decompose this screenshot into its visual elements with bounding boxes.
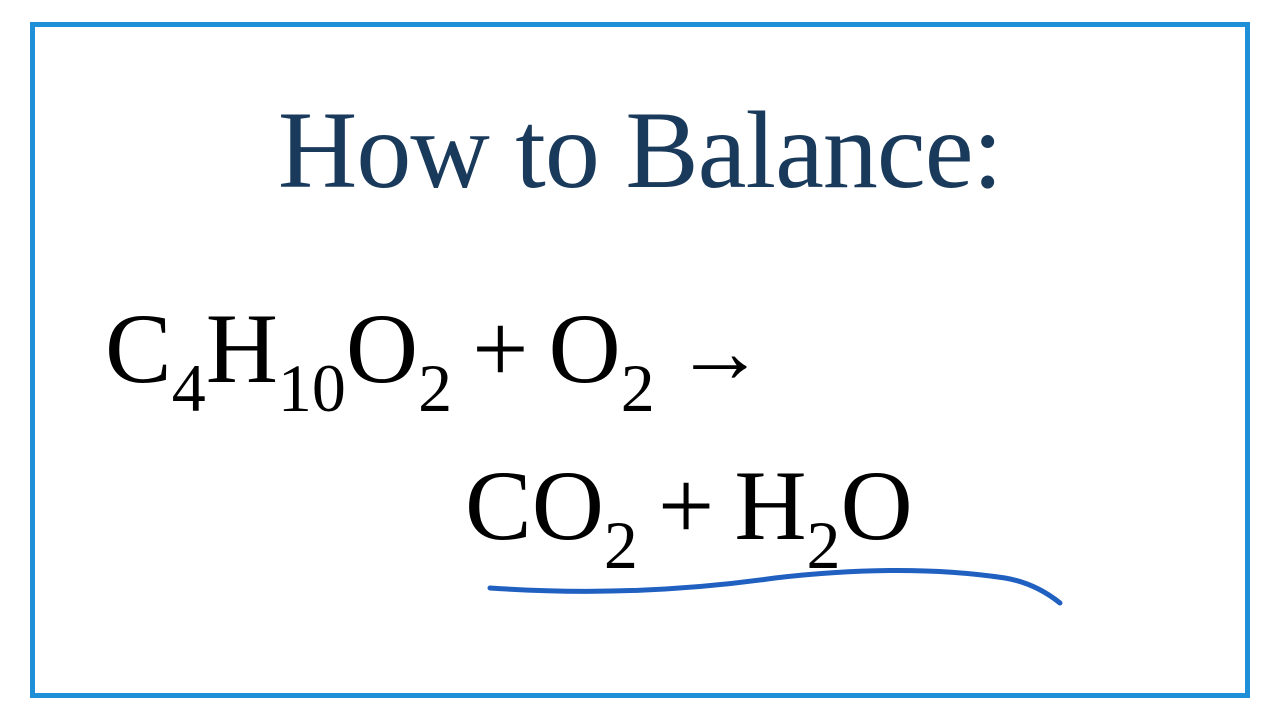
reactant-2: O2 [549, 293, 655, 404]
product-2: H2O [734, 450, 912, 561]
reaction-arrow: → [675, 303, 765, 402]
plus-operator: + [472, 293, 528, 404]
reactant-1: C4H10O2 [105, 293, 452, 404]
product-1: CO2 [465, 450, 638, 561]
chemical-equation: C4H10O2+O2→ CO2+H2O [85, 274, 1195, 588]
page-title: How to Balance: [85, 87, 1195, 214]
equation-reactants-line: C4H10O2+O2→ [105, 274, 1195, 431]
plus-operator: + [658, 450, 714, 561]
content-frame: How to Balance: C4H10O2+O2→ CO2+H2O [30, 22, 1250, 698]
equation-products-line: CO2+H2O [105, 431, 1195, 588]
underline-annotation [485, 553, 1065, 613]
